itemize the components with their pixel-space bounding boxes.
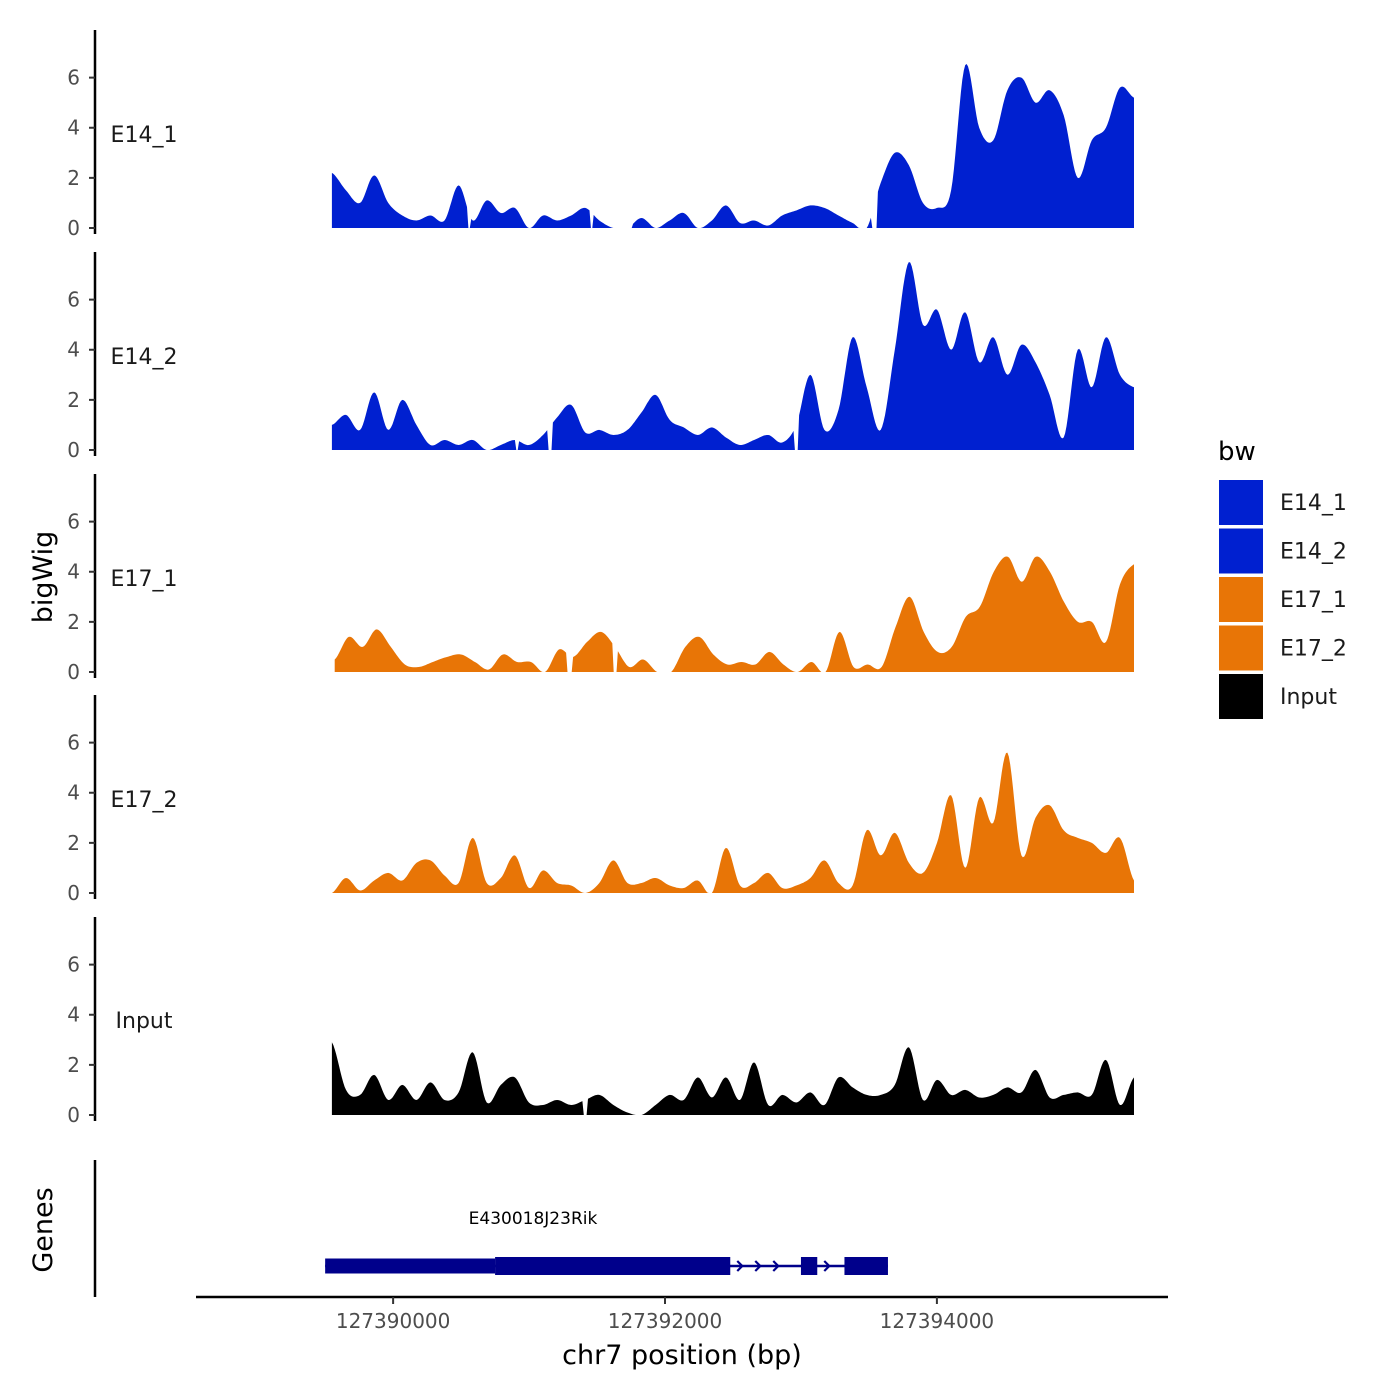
legend-swatch [1219, 577, 1263, 622]
x-tick-label: 127392000 [608, 1309, 723, 1333]
track-label: E14_2 [111, 345, 178, 370]
signal-area-e17-2 [331, 752, 1134, 893]
track-label: E17_2 [111, 788, 178, 813]
y-tick-label: 2 [67, 831, 80, 855]
y-tick-label: 2 [67, 166, 80, 190]
y-tick-label: 0 [67, 881, 80, 905]
legend-label: E17_1 [1280, 588, 1347, 613]
y-tick-label: 0 [67, 438, 80, 462]
gene-exon [844, 1257, 888, 1275]
legend-swatch [1219, 480, 1263, 525]
signal-area-e14-2 [331, 262, 1134, 450]
y-tick-label: 2 [67, 610, 80, 634]
y-tick-label: 4 [67, 116, 80, 140]
y-tick-label: 6 [67, 953, 80, 977]
legend-label: Input [1280, 685, 1337, 710]
track-e14-2: 0 2 4 6 E14_2 [67, 252, 1134, 462]
y-axis-title: bigWig [28, 531, 59, 624]
y-tick-label: 4 [67, 781, 80, 805]
genes-panel: E430018J23Rik [93, 1160, 888, 1297]
strand-arrow [823, 1260, 831, 1272]
y-tick-label: 6 [67, 731, 80, 755]
gene-exon [800, 1257, 818, 1275]
x-tick-label: 127390000 [336, 1309, 451, 1333]
gene-exon [495, 1257, 731, 1275]
track-label: E17_1 [111, 567, 178, 592]
track-label: E14_1 [111, 123, 178, 148]
y-tick-label: 6 [67, 288, 80, 312]
genes-axis-title: Genes [28, 1187, 59, 1272]
signal-area-e17-1 [334, 556, 1134, 672]
gene-label: E430018J23Rik [469, 1209, 598, 1229]
strand-arrow [736, 1260, 744, 1272]
signal-area-e14-1 [331, 64, 1134, 228]
track-e17-2: 0 2 4 6 E17_2 [67, 695, 1134, 905]
track-input: 0 2 4 6 Input [67, 917, 1134, 1127]
x-axis-title: chr7 position (bp) [562, 1340, 802, 1371]
y-tick-label: 0 [67, 216, 80, 240]
signal-area-input [331, 1042, 1134, 1115]
y-tick-label: 4 [67, 338, 80, 362]
x-axis: 127390000 127392000 127394000 [196, 1295, 1168, 1333]
gene-model: E430018J23Rik [325, 1209, 888, 1275]
track-e14-1: 0 2 4 6 E14_1 [67, 30, 1134, 240]
legend-swatch [1219, 674, 1263, 719]
track-label: Input [116, 1009, 173, 1034]
strand-arrow [754, 1260, 762, 1272]
legend: bw E14_1 E14_2 E17_1 E17_2 Input [1218, 437, 1347, 719]
legend-label: E14_1 [1280, 491, 1347, 516]
legend-swatch [1219, 625, 1263, 671]
legend-label: E17_2 [1280, 637, 1347, 662]
y-tick-label: 2 [67, 1053, 80, 1077]
track-e17-1: 0 2 4 6 E17_1 [67, 474, 1134, 684]
y-tick-label: 6 [67, 66, 80, 90]
legend-label: E14_2 [1280, 540, 1347, 565]
y-tick-label: 4 [67, 1003, 80, 1027]
strand-arrow [772, 1260, 780, 1272]
y-tick-label: 0 [67, 1103, 80, 1127]
legend-title: bw [1218, 437, 1256, 467]
legend-swatch [1219, 528, 1263, 574]
y-tick-label: 0 [67, 660, 80, 684]
y-tick-label: 6 [67, 510, 80, 534]
track-panels: 0 2 4 6 E14_1 0 2 4 6 E14_2 0 2 4 6 E17_1 0 2 4 6 E17_2 0 2 4 6… [67, 30, 1134, 1127]
y-tick-label: 4 [67, 560, 80, 584]
gene-exon [325, 1258, 496, 1274]
x-tick-label: 127394000 [880, 1309, 995, 1333]
y-tick-label: 2 [67, 388, 80, 412]
